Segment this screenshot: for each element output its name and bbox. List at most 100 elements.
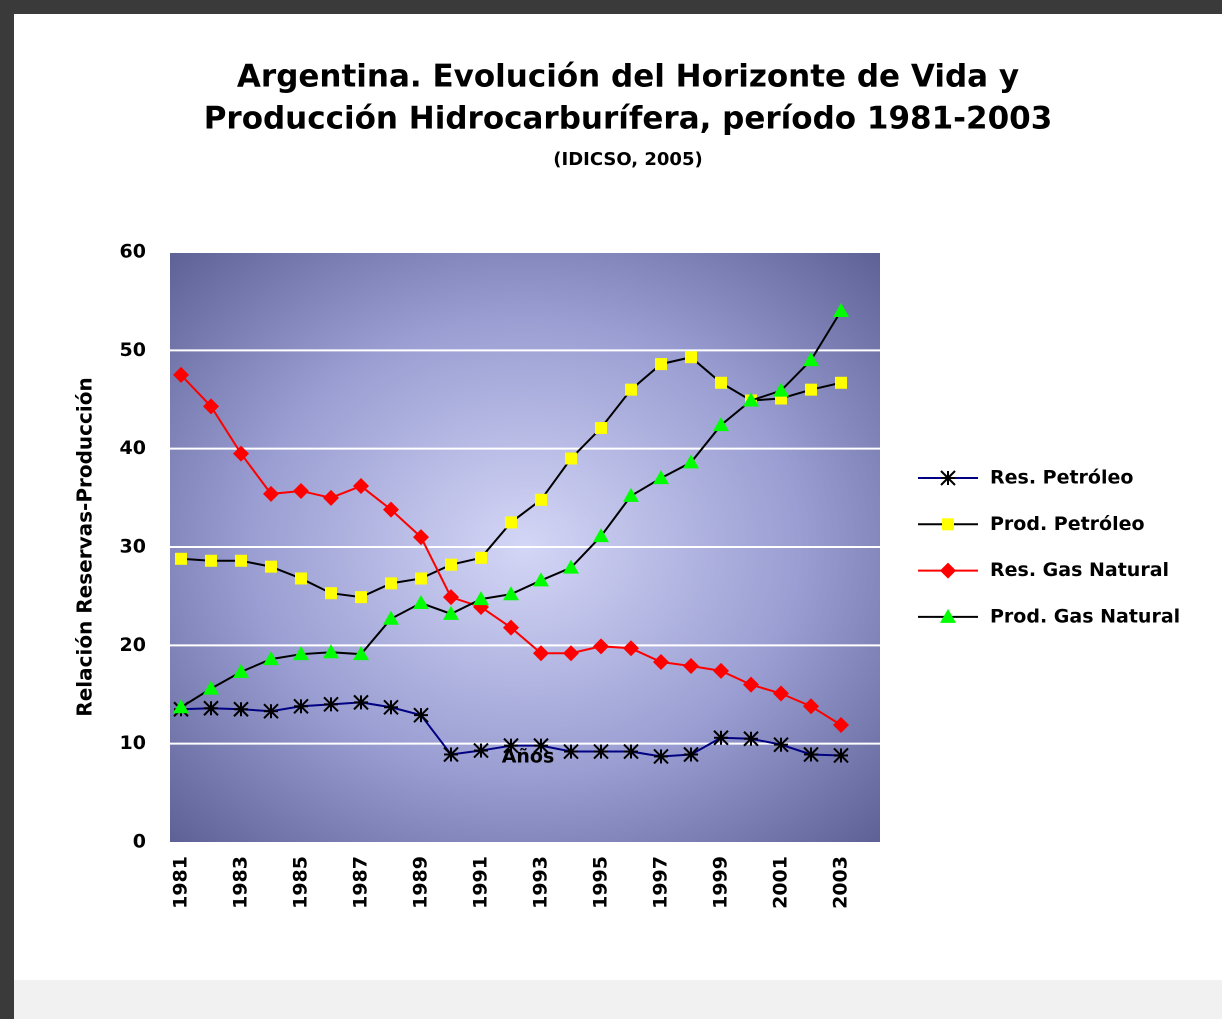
marker — [383, 699, 399, 715]
marker — [683, 746, 699, 763]
marker — [535, 493, 547, 506]
marker — [203, 700, 219, 716]
marker — [773, 736, 789, 753]
marker — [473, 591, 489, 606]
marker — [623, 640, 639, 657]
marker-stroke — [773, 736, 789, 753]
y-tick-label: 0 — [133, 831, 146, 853]
x-tick-label: 1991 — [470, 856, 492, 909]
marker — [713, 417, 729, 432]
marker — [655, 358, 667, 371]
marker — [263, 651, 279, 666]
legend-label: Res. Petróleo — [990, 467, 1133, 489]
marker — [743, 676, 759, 693]
marker-stroke — [353, 694, 369, 711]
marker — [713, 662, 729, 679]
marker — [293, 698, 309, 715]
marker — [653, 654, 669, 671]
marker — [173, 366, 189, 383]
marker — [533, 572, 549, 587]
marker — [833, 747, 849, 764]
x-tick-label: 2001 — [770, 856, 792, 909]
marker-stroke — [413, 707, 429, 723]
marker — [353, 478, 369, 495]
y-tick-label: 40 — [120, 437, 146, 459]
marker — [833, 716, 849, 733]
marker — [325, 587, 337, 600]
marker-stroke — [833, 747, 849, 764]
marker — [263, 703, 279, 719]
marker-stroke — [713, 730, 729, 746]
marker — [593, 743, 609, 760]
marker — [233, 701, 249, 717]
marker — [355, 591, 367, 604]
marker-stroke — [563, 743, 579, 760]
marker — [203, 398, 219, 415]
x-tick-label: 1987 — [350, 856, 372, 909]
marker — [173, 699, 189, 714]
marker — [413, 707, 429, 723]
marker — [743, 731, 759, 747]
marker — [503, 586, 519, 601]
marker — [653, 748, 669, 765]
marker — [323, 489, 339, 506]
marker-stroke — [653, 748, 669, 765]
marker — [805, 383, 817, 396]
y-axis-label: Relación Reservas-Producción — [73, 377, 97, 716]
marker — [383, 501, 399, 518]
y-tick-label: 10 — [120, 732, 146, 754]
marker — [203, 680, 219, 695]
legend-marker — [942, 518, 954, 531]
marker — [443, 605, 459, 620]
marker — [833, 303, 849, 317]
y-tick-label: 50 — [120, 339, 146, 361]
marker — [625, 383, 637, 396]
marker — [533, 737, 549, 754]
marker-stroke — [263, 703, 279, 719]
marker — [295, 572, 307, 585]
marker-stroke — [503, 737, 519, 754]
marker — [653, 470, 669, 485]
x-tick-label: 1999 — [710, 856, 732, 909]
marker — [323, 644, 339, 659]
marker — [803, 698, 819, 715]
legend-marker — [940, 470, 956, 486]
marker — [443, 746, 459, 763]
chart-title: Argentina. Evolución del Horizonte de Vi… — [237, 59, 1019, 95]
marker — [503, 737, 519, 754]
marker — [293, 646, 309, 661]
x-tick-label: 1989 — [410, 856, 432, 909]
marker — [503, 619, 519, 636]
x-tick-label: 1995 — [590, 856, 612, 909]
marker — [175, 552, 187, 565]
marker — [593, 528, 609, 543]
x-tick-label: 1983 — [230, 856, 252, 909]
marker-stroke — [803, 746, 819, 763]
marker — [595, 422, 607, 435]
marker-stroke — [443, 746, 459, 763]
marker — [473, 742, 489, 759]
marker — [563, 645, 579, 662]
marker — [683, 454, 699, 469]
marker-stroke — [233, 701, 249, 717]
marker-stroke — [533, 737, 549, 754]
legend-label: Prod. Petróleo — [990, 513, 1145, 535]
marker — [293, 482, 309, 499]
marker — [593, 638, 609, 655]
marker — [353, 694, 369, 711]
marker — [743, 392, 759, 407]
marker — [803, 746, 819, 763]
chart-title: Producción Hidrocarburífera, período 198… — [204, 101, 1053, 137]
marker — [385, 577, 397, 590]
bottom-strip — [14, 980, 1222, 1019]
marker — [265, 560, 277, 573]
y-tick-label: 20 — [120, 634, 146, 656]
legend-label: Res. Gas Natural — [990, 559, 1169, 581]
marker — [233, 663, 249, 678]
marker — [353, 646, 369, 661]
x-tick-label: 2003 — [830, 856, 852, 909]
marker — [563, 559, 579, 574]
marker — [205, 554, 217, 567]
